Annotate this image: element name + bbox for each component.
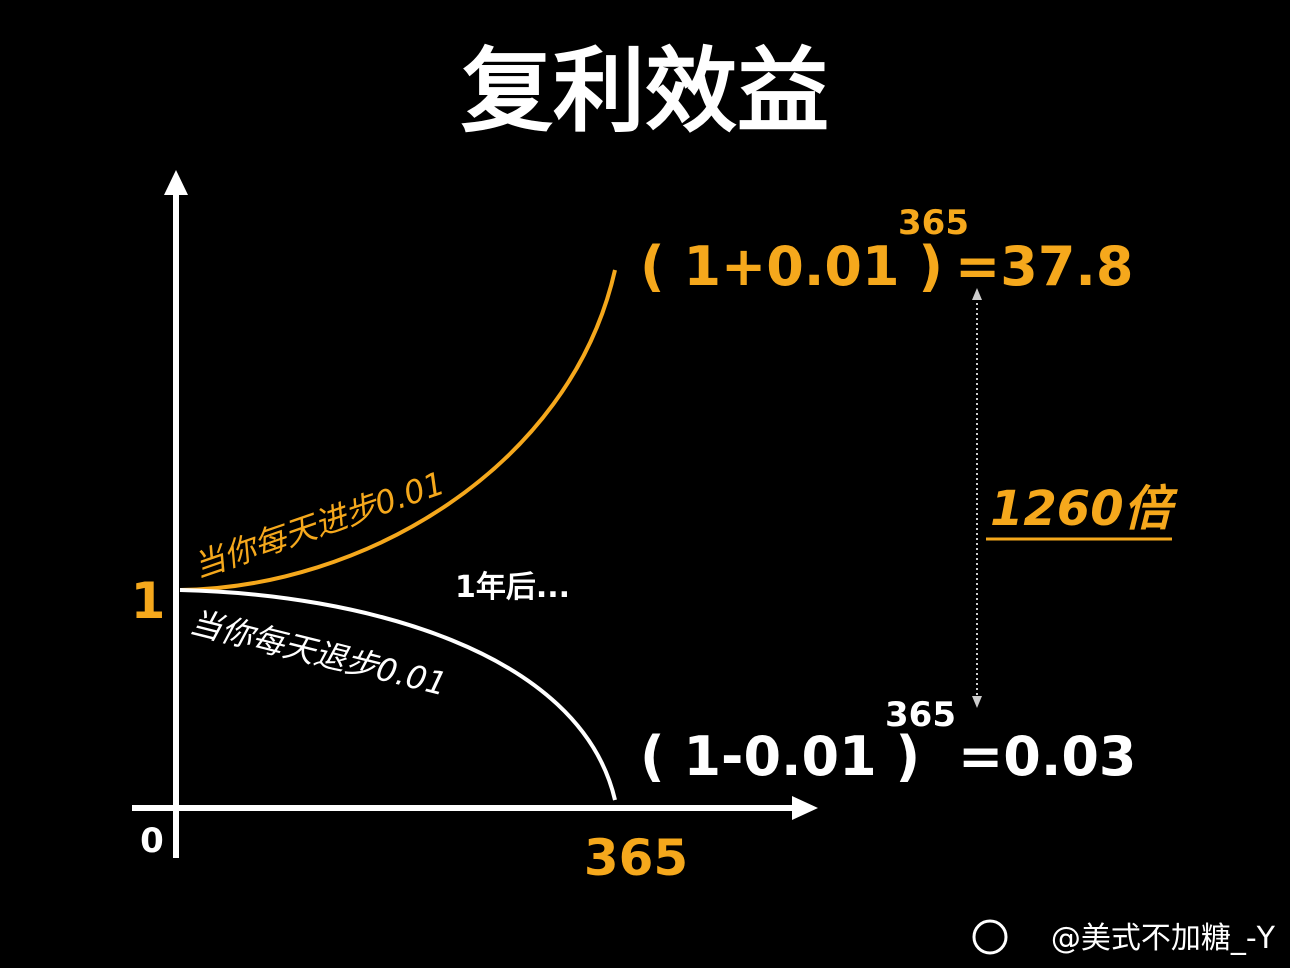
- growth-exponent: 365: [898, 203, 969, 243]
- x-axis-arrow: [792, 796, 818, 820]
- watermark-icon: [972, 919, 1008, 955]
- decline-result: =0.03: [958, 725, 1136, 788]
- origin-label: 0: [140, 821, 164, 861]
- decline-exponent: 365: [885, 695, 956, 735]
- y-axis-arrow: [164, 170, 188, 195]
- ratio-label: 1260倍: [990, 481, 1179, 537]
- middle-note: 1年后...: [455, 570, 570, 605]
- growth-base: ( 1+0.01 ): [640, 235, 943, 298]
- ratio-arrow-up: [972, 288, 982, 300]
- growth-result: =37.8: [955, 235, 1133, 298]
- watermark: @美式不加糖_-Y: [1051, 921, 1276, 956]
- decline-curve: [179, 588, 617, 801]
- decline-base: ( 1-0.01 ): [640, 725, 920, 788]
- x-end-label: 365: [584, 829, 688, 887]
- title: 复利效益: [461, 38, 829, 145]
- ratio-arrow-down: [972, 696, 982, 708]
- growth-curve: [179, 269, 617, 592]
- y-start-label: 1: [131, 572, 166, 630]
